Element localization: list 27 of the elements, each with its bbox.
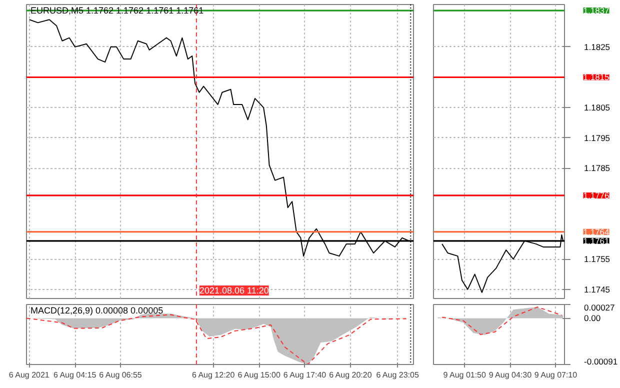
ref-line-label: 1.1764 [583, 226, 610, 237]
x-tick-label: 6 Aug 04:15 [53, 370, 97, 380]
ref-line-label: 1.1776 [583, 190, 610, 200]
y-tick-label: 1.1785 [584, 163, 610, 174]
y-tick-label: 0.00 [584, 313, 601, 324]
x-tick-label: 9 Aug 07:10 [534, 370, 578, 380]
x-tick-label: 9 Aug 04:30 [488, 370, 532, 380]
ref-line-label: 1.1815 [583, 72, 610, 82]
chart-title: MACD(12,26,9) 0.00008 0.00005 [30, 306, 164, 316]
x-tick-label: 6 Aug 23:05 [376, 370, 420, 380]
y-tick-label: 1.1755 [584, 254, 610, 264]
y-tick-label: -0.00091 [584, 356, 618, 366]
x-tick-label: 6 Aug 2021 [8, 370, 50, 380]
x-tick-label: 6 Aug 17:40 [283, 370, 327, 380]
y-tick-label: 1.1805 [584, 102, 610, 113]
x-tick-label: 6 Aug 06:55 [99, 370, 142, 380]
ref-line-label: 1.1761 [583, 236, 610, 246]
x-tick-label: 6 Aug 20:20 [329, 370, 372, 380]
ref-line-label: 2021.08.06 11:20 [199, 286, 269, 296]
x-tick-label: 6 Aug 12:20 [192, 370, 236, 380]
y-tick-label: 1.1825 [584, 42, 610, 52]
x-tick-label: 6 Aug 15:00 [238, 370, 281, 380]
y-tick-label: 1.1795 [584, 132, 610, 143]
ref-line-label: 1.1837 [583, 6, 610, 16]
x-tick-label: 9 Aug 01:50 [443, 370, 487, 380]
y-tick-label: 1.1745 [584, 284, 610, 294]
y-tick-label: 0.00027 [584, 302, 616, 312]
